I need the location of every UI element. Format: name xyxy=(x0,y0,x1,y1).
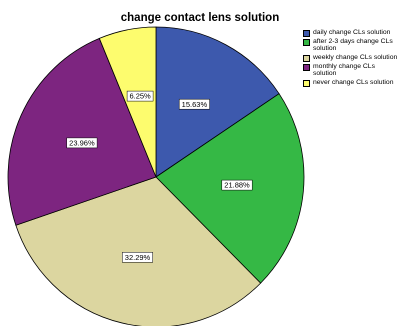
svg-text:23.96%: 23.96% xyxy=(69,139,95,148)
pie-slice xyxy=(7,37,157,226)
legend-label: daily change CLs solution xyxy=(313,29,391,36)
pie-slice xyxy=(98,26,157,178)
legend-label: monthly change CLs solution xyxy=(313,62,375,78)
chart-title: change contact lens solution xyxy=(120,12,280,24)
legend-label: after 2-3 days change CLs solution xyxy=(313,38,393,53)
data-label: 6.25% xyxy=(126,90,154,102)
legend-swatch xyxy=(303,63,310,71)
legend-item: weekly change CLs solution xyxy=(303,54,399,62)
data-label: 32.29% xyxy=(122,252,153,263)
pie-slice xyxy=(15,176,262,326)
legend-label: weekly change CLs solution xyxy=(313,53,398,61)
svg-text:15.63%: 15.63% xyxy=(182,100,208,109)
svg-text:21.88%: 21.88% xyxy=(224,181,250,190)
legend-swatch xyxy=(303,30,310,37)
data-label: 21.88% xyxy=(221,179,253,191)
legend-item: monthly change CLs solution xyxy=(303,63,399,78)
legend-swatch xyxy=(303,39,310,46)
legend: daily change CLs solution after 2-3 days … xyxy=(303,29,399,88)
legend-label: never change CLs solution xyxy=(313,78,394,86)
legend-swatch xyxy=(303,54,310,62)
legend-swatch xyxy=(303,79,310,87)
svg-text:32.29%: 32.29% xyxy=(125,253,151,262)
legend-item: never change CLs solution xyxy=(303,79,399,87)
data-label: 23.96% xyxy=(66,137,98,149)
legend-item: after 2-3 days change CLs solution xyxy=(303,38,399,53)
svg-text:6.25%: 6.25% xyxy=(129,92,151,101)
legend-item: daily change CLs solution xyxy=(303,29,399,37)
pie-slice xyxy=(155,26,280,178)
data-label: 15.63% xyxy=(178,98,210,110)
